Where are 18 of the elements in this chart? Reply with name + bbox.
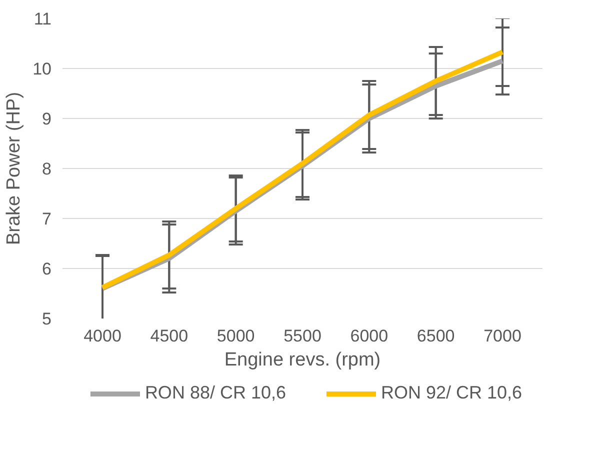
y-tick-label: 5 (42, 310, 52, 328)
x-tick-label: 7000 (484, 326, 522, 346)
y-tick-label: 8 (42, 160, 52, 178)
legend-label: RON 92/ CR 10,6 (381, 382, 522, 404)
x-tick-label: 6000 (350, 326, 388, 346)
y-tick-label: 9 (42, 110, 52, 128)
legend-label: RON 88/ CR 10,6 (144, 382, 286, 404)
y-axis-title: Brake Power (HP) (4, 92, 25, 246)
x-tick-label: 4500 (150, 326, 188, 346)
y-tick-label: 10 (32, 60, 52, 78)
y-tick-label: 11 (34, 10, 52, 28)
y-tick-label: 6 (42, 260, 52, 278)
x-tick-label: 5000 (216, 326, 255, 346)
x-tick-label: 5500 (284, 326, 322, 346)
x-tick-label: 4000 (84, 326, 122, 346)
y-tick-label: 7 (42, 210, 52, 228)
x-tick-label: 6500 (416, 326, 455, 346)
x-axis-title: Engine revs. (rpm) (224, 350, 381, 370)
